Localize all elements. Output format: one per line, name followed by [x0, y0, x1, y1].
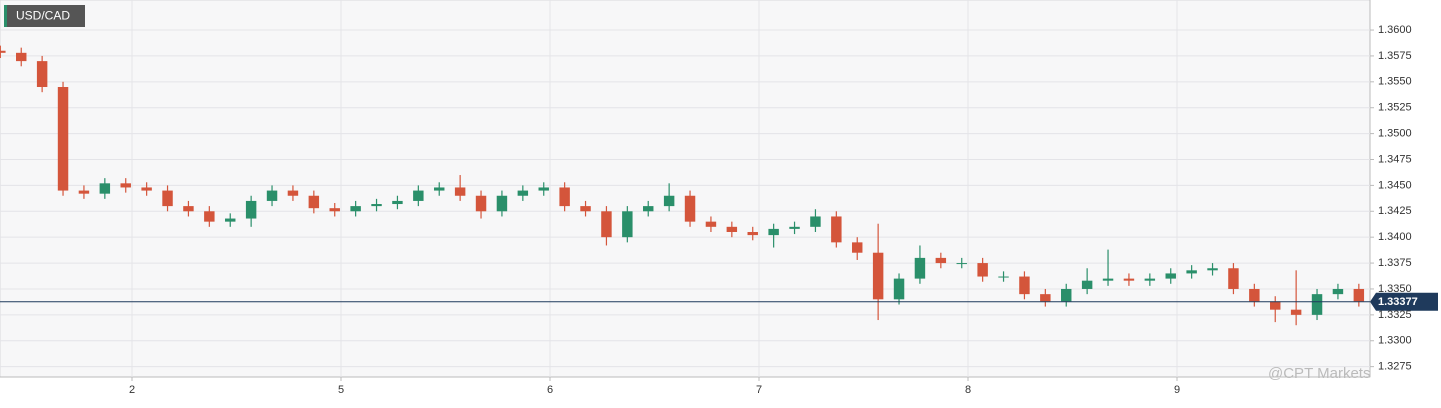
candle-body [1249, 288, 1260, 302]
candle-body [245, 200, 257, 219]
candle-body [204, 211, 215, 222]
candle-body [559, 187, 570, 207]
candle-body [601, 211, 612, 238]
candle-body [914, 257, 926, 279]
candle-body [956, 263, 967, 265]
candle-body [1144, 278, 1156, 281]
candle-body [643, 206, 654, 212]
candle-body [726, 226, 738, 232]
plot-area [0, 0, 1371, 378]
candle-body [496, 195, 508, 212]
candle-body [1207, 268, 1218, 271]
last-price-box [1370, 292, 1438, 311]
candle-body [329, 208, 340, 212]
candle-body [1353, 288, 1365, 302]
candle-body [663, 195, 675, 207]
title-accent [4, 5, 7, 27]
y-tick-label: 1.3300 [1378, 335, 1412, 347]
x-tick-label: 2 [129, 384, 135, 396]
candle-body [810, 216, 821, 227]
candle-body [308, 195, 320, 209]
candle-body [141, 187, 152, 191]
candle-body [517, 190, 529, 196]
x-tick-label: 6 [547, 384, 553, 396]
candle-body [1332, 288, 1344, 295]
candle-body [768, 228, 779, 236]
candle-body [977, 263, 988, 277]
candle-body [392, 200, 403, 205]
candle-body [1061, 288, 1072, 302]
y-tick-label: 1.3275 [1378, 361, 1412, 373]
candle-body [684, 195, 696, 222]
candle-body [162, 190, 173, 207]
y-tick-label: 1.3350 [1378, 283, 1412, 295]
candle-body [36, 61, 48, 87]
candle-body [998, 276, 1009, 278]
candle-body [99, 183, 111, 194]
candle-body [789, 226, 800, 229]
y-tick-label: 1.3400 [1378, 231, 1412, 243]
y-tick-label: 1.3575 [1378, 50, 1412, 62]
title-box [4, 5, 85, 27]
candle-body [1290, 309, 1302, 315]
candle-body [831, 216, 842, 243]
y-tick-label: 1.3425 [1378, 205, 1412, 217]
y-tick-label: 1.3325 [1378, 309, 1412, 321]
grid [0, 0, 1374, 381]
candle-body [225, 218, 236, 222]
candle-body [852, 242, 863, 253]
candle-body [287, 190, 299, 196]
candle-body [413, 190, 424, 201]
candle-body [475, 195, 487, 212]
candles [0, 45, 1365, 326]
candle-body [266, 190, 278, 201]
candle-body [1123, 278, 1135, 281]
candle-body [434, 187, 445, 191]
candle-body [371, 204, 382, 207]
candle-body [1311, 294, 1323, 315]
y-tick-label: 1.3450 [1378, 179, 1412, 191]
x-tick-label: 9 [1174, 384, 1180, 396]
last-price-label: 1.33377 [1378, 296, 1418, 308]
candle-body [1228, 268, 1239, 289]
y-tick-label: 1.3375 [1378, 257, 1412, 269]
y-tick-label: 1.3600 [1378, 24, 1412, 36]
candle-body [120, 183, 131, 188]
y-tick-label: 1.3525 [1378, 102, 1412, 114]
y-tick-label: 1.3475 [1378, 153, 1412, 165]
candle-body [1081, 280, 1093, 289]
candle-body [454, 187, 466, 196]
y-tick-label: 1.3500 [1378, 128, 1412, 140]
candle-body [580, 206, 591, 212]
chart-title: USD/CAD [16, 9, 70, 23]
candle-body [622, 211, 633, 238]
x-tick-label: 8 [965, 384, 971, 396]
candle-body [0, 50, 6, 53]
candle-body [350, 206, 361, 212]
watermark: @CPT Markets [1268, 365, 1370, 382]
x-tick-label: 7 [756, 384, 762, 396]
candle-body [1270, 301, 1281, 310]
candle-body [183, 206, 194, 212]
candle-body [1019, 276, 1030, 295]
x-tick-label: 5 [338, 384, 344, 396]
candle-body [747, 232, 758, 236]
candle-body [538, 187, 549, 191]
candle-body [1186, 270, 1197, 274]
candle-body [16, 52, 27, 62]
candle-body [57, 87, 69, 191]
candle-body [1102, 278, 1114, 281]
candle-body [935, 257, 947, 264]
candle-body [1040, 294, 1051, 302]
candle-body [705, 221, 717, 227]
candle-body [1165, 273, 1176, 279]
candle-body [893, 278, 905, 300]
candle-body [872, 252, 884, 300]
candle-body [78, 190, 90, 194]
overlay: 1.33377 [0, 292, 1438, 311]
y-tick-label: 1.3550 [1378, 76, 1412, 88]
